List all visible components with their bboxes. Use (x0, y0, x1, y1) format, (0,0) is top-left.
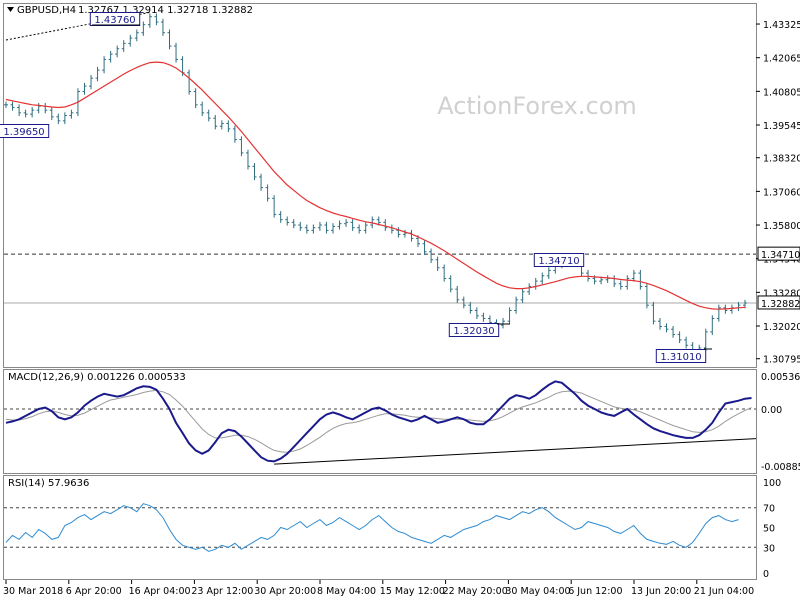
annotation-low-2-box (448, 323, 500, 337)
macd-title: MACD(12,26,9) 0.001226 0.000533 (8, 372, 186, 383)
macd-y-tick-label: -0.00885 (761, 462, 800, 473)
macd-y-tick-label: 0.005368 (761, 372, 800, 383)
x-tick-label: 16 Apr 04:00 (129, 586, 191, 597)
rsi-line (5, 503, 739, 552)
macd-layer (4, 380, 757, 465)
price-y-tick-label: 1.37060 (763, 187, 800, 198)
x-tick-label: 15 May 12:00 (380, 586, 445, 597)
x-tick-label: 6 Apr 20:00 (66, 586, 122, 597)
annotation-low-1: 1.39650 (3, 127, 44, 138)
rsi-y-tick-label: 0 (763, 569, 769, 580)
rsi-y-tick-label: 50 (763, 524, 775, 535)
moving-average-line (5, 61, 746, 310)
level-tag-box (757, 295, 800, 310)
rsi-y-tick-label: 70 (763, 504, 775, 515)
price-y-tick-label: 1.35800 (763, 221, 800, 232)
rsi-panel-frame (3, 475, 757, 580)
axis-layer: 1.43325 1.42065 1.40805 1.39545 1.38320 1.370… (3, 20, 800, 597)
rsi-y-tick-label: 100 (763, 478, 781, 489)
x-tick-label: 30 Apr 20:00 (254, 586, 316, 597)
x-tick-label: 30 Mar 2018 (3, 586, 63, 597)
price-header: GBPUSD,H4 1.32767 1.32914 1.32718 1.3288… (7, 5, 253, 16)
macd-main-line (5, 380, 752, 463)
collapse-triangle-icon[interactable] (7, 7, 14, 12)
macd-y-tick-label: 0.00 (761, 405, 782, 416)
annotation-low-3: 1.31010 (660, 352, 701, 363)
watermark: ActionForex.com (437, 92, 637, 120)
x-tick-label: 22 May 20:00 (443, 586, 508, 597)
annotation-level: 1.34710 (538, 256, 579, 267)
x-tick-label: 8 May 04:00 (317, 586, 376, 597)
rsi-layer (4, 503, 756, 552)
annotation-level-box (533, 253, 585, 267)
level-tag: 1.32882 (761, 299, 800, 310)
symbol-label: GBPUSD,H4 (17, 5, 76, 16)
price-y-tick-label: 1.39545 (763, 121, 800, 132)
annotation-low-1-box (0, 124, 50, 138)
x-tick-label: 23 Apr 12:00 (191, 586, 253, 597)
price-y-tick-label: 1.40805 (763, 87, 800, 98)
price-y-tick-label: 1.42065 (763, 54, 800, 65)
macd-panel-frame (3, 369, 757, 474)
annotation-low-3-box (655, 349, 707, 363)
level-tag-box (757, 246, 800, 261)
price-y-tick-label: 1.38320 (763, 154, 800, 165)
price-y-tick-label: 1.30795 (763, 355, 800, 366)
price-y-tick-label: 1.32020 (763, 322, 800, 333)
x-tick-label: 21 Jun 04:00 (694, 586, 754, 597)
price-panel-frame (3, 3, 757, 368)
annotation-high: 1.43760 (94, 15, 135, 26)
annotation-low-2: 1.32030 (453, 326, 494, 337)
price-y-tick-label: 1.33280 (763, 288, 800, 299)
panel-frames (3, 3, 757, 580)
macd-trendline (274, 438, 757, 465)
resistance-trendline (5, 11, 150, 41)
level-tag: 1.34710 (761, 250, 800, 261)
x-tick-label: 6 Jun 12:00 (568, 586, 622, 597)
macd-signal-line (5, 389, 752, 453)
x-tick-label: 30 May 04:00 (505, 586, 570, 597)
rsi-y-tick-label: 30 (763, 543, 775, 554)
ohlc-label: 1.32767 1.32914 1.32718 1.32882 (78, 5, 253, 16)
price-y-tick-label: 1.43325 (763, 20, 800, 31)
x-tick-label: 13 Jun 20:00 (631, 586, 691, 597)
price-layer: 1.43760 1.39650 1.34710 1.32030 1.31010 (0, 11, 756, 363)
rsi-title: RSI(14) 57.9636 (8, 478, 89, 489)
